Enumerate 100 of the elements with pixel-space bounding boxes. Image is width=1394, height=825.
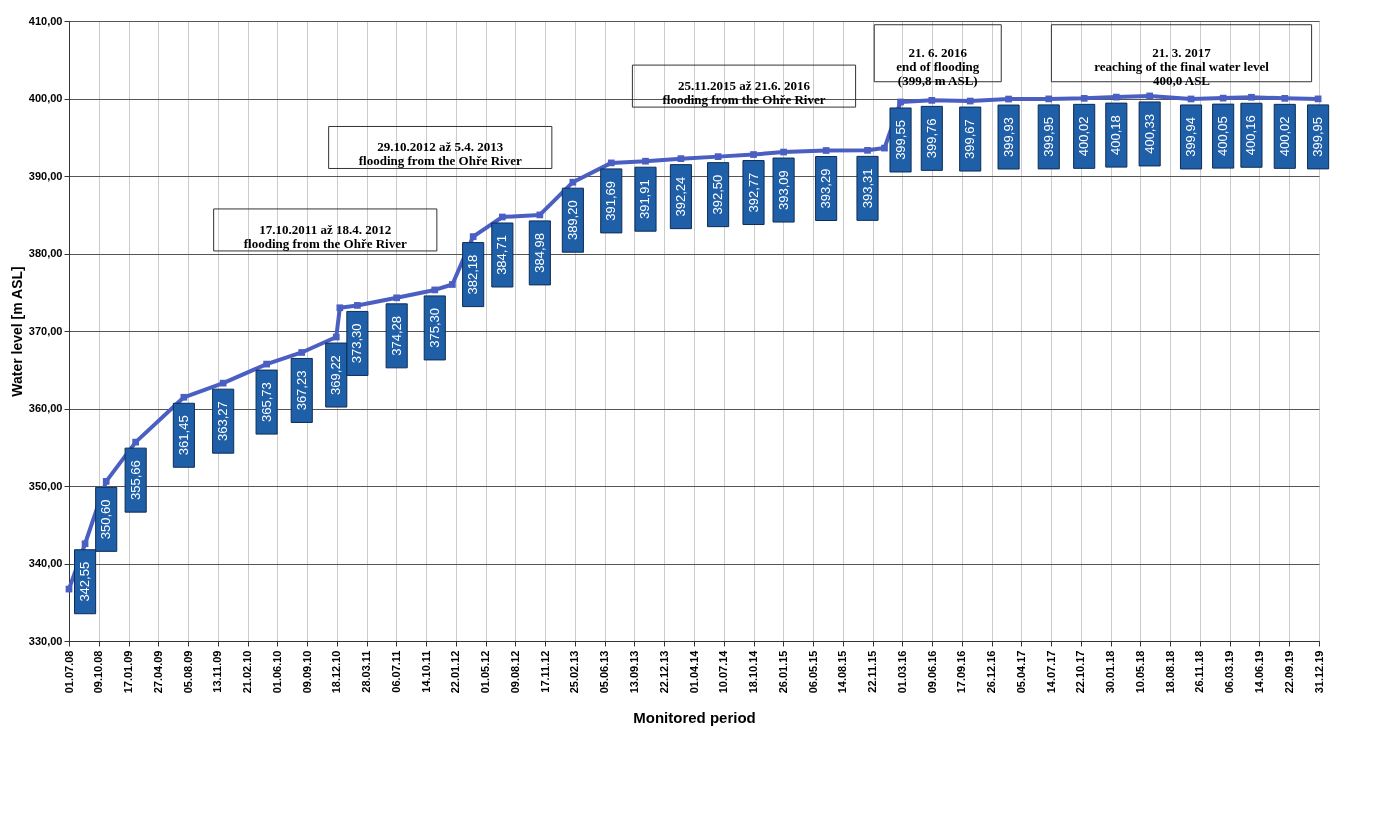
data-label: 392,24 (672, 176, 688, 217)
data-label: 384,71 (494, 235, 510, 275)
point (780, 148, 787, 156)
point (1112, 93, 1120, 101)
y-tick-label: 360,00 (28, 402, 63, 414)
data-label: 400,18 (1108, 115, 1124, 155)
data-label: 355,66 (127, 460, 143, 501)
point (822, 147, 830, 154)
data-label: 363,27 (215, 401, 231, 442)
x-tick-label: 22.10.17 (1074, 650, 1087, 694)
data-label: 400,16 (1243, 115, 1259, 156)
point (81, 540, 89, 548)
x-tick-label: 14.10.11 (419, 650, 432, 693)
data-label: 361,45 (175, 415, 191, 456)
x-tick-label: 01.06.10 (270, 650, 283, 694)
data-label: 389,20 (564, 200, 580, 241)
x-tick-label: 22.09.19 (1282, 650, 1295, 694)
point (881, 144, 888, 152)
data-label: 374,28 (388, 315, 404, 356)
x-tick-label: 01.05.12 (479, 650, 492, 694)
y-tick-label: 380,00 (28, 247, 63, 259)
point (1248, 93, 1255, 101)
point (1281, 94, 1289, 102)
data-label: 373,30 (349, 323, 365, 364)
x-tick-label: 06.03.19 (1223, 650, 1236, 694)
x-tick-label: 13.09.13 (627, 650, 640, 694)
x-tick-label: 09.09.10 (300, 650, 313, 694)
data-label: 391,69 (603, 181, 619, 221)
y-tick-label: 390,00 (28, 169, 63, 182)
data-label: 382,18 (465, 254, 481, 295)
point (897, 98, 904, 106)
x-tick-label: 09.08.12 (508, 650, 521, 694)
data-label: 399,55 (892, 120, 908, 160)
point (714, 153, 722, 160)
x-tick-label: 18.10.14 (747, 649, 760, 694)
y-tick-label: 400,00 (28, 92, 63, 104)
x-tick-label: 22.01.12 (449, 650, 462, 694)
point (498, 213, 506, 221)
data-label: 399,76 (923, 118, 939, 159)
x-tick-label: 09.10.08 (92, 650, 105, 694)
point (966, 97, 974, 105)
point (336, 304, 344, 312)
x-tick-label: 18.08.18 (1163, 650, 1176, 694)
x-tick-label: 14.08.15 (836, 650, 849, 694)
x-tick-label: 01.04.14 (687, 649, 700, 694)
x-tick-label: 09.06.16 (925, 650, 938, 694)
data-label: 392,77 (745, 172, 761, 213)
x-tick-label: 05.06.13 (598, 650, 611, 694)
point (393, 294, 401, 302)
y-tick-label: 370,00 (28, 324, 63, 337)
x-tick-label: 17.09.16 (955, 650, 968, 694)
data-label: 392,50 (710, 174, 726, 215)
point (928, 97, 936, 104)
point (469, 233, 477, 240)
x-tick-label: 26.11.18 (1193, 650, 1206, 693)
x-tick-label: 01.03.16 (895, 650, 908, 694)
x-tick-label: 13.11.09 (211, 650, 224, 693)
point (431, 286, 439, 294)
data-label: 375,30 (426, 308, 442, 348)
point (1080, 94, 1088, 102)
x-tick-label: 31.12.19 (1312, 650, 1325, 694)
y-tick-label: 350,00 (28, 479, 63, 492)
data-label: 367,23 (293, 370, 309, 411)
x-tick-label: 10.05.18 (1133, 650, 1146, 694)
x-tick-label: 10.07.14 (717, 649, 730, 694)
data-label: 399,95 (1040, 117, 1056, 157)
point (1005, 95, 1012, 103)
data-label: 365,73 (258, 382, 274, 422)
data-label: 350,60 (98, 499, 114, 540)
point (536, 211, 544, 219)
data-label: 391,91 (637, 179, 653, 220)
annotation: 17.10.2011 až 18.4. 2012 flooding from the Ohře River (243, 221, 407, 251)
data-label: 399,93 (1000, 117, 1016, 157)
data-label: 393,09 (775, 170, 791, 210)
point (132, 438, 140, 446)
data-label: 393,31 (859, 168, 875, 209)
x-tick-label: 22.11.15 (866, 650, 879, 693)
x-tick-label: 14.06.19 (1252, 650, 1265, 694)
x-tick-label: 21.02.10 (241, 650, 254, 694)
point (569, 178, 577, 186)
data-label: 400,33 (1141, 114, 1157, 154)
data-label: 400,02 (1276, 116, 1292, 157)
point (1219, 94, 1227, 102)
point (354, 302, 361, 309)
data-label: 400,05 (1215, 116, 1231, 156)
x-tick-label: 06.05.15 (806, 650, 819, 694)
data-label: 400,02 (1076, 116, 1092, 157)
point (263, 360, 270, 368)
x-tick-label: 05.08.09 (181, 650, 194, 694)
x-tick-label: 22.12.13 (657, 650, 670, 694)
point (219, 379, 227, 387)
x-tick-label: 18.12.10 (330, 650, 343, 694)
point (332, 333, 340, 341)
y-tick-label: 330,00 (28, 634, 63, 647)
point (1045, 95, 1053, 103)
x-tick-label: 26.12.16 (985, 650, 998, 694)
point (607, 159, 615, 167)
point (180, 393, 188, 401)
point (298, 349, 306, 356)
x-tick-label: 28.03.11 (360, 650, 373, 693)
